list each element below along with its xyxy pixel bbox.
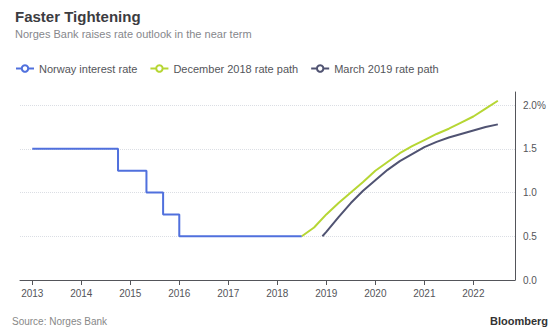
svg-text:Bloomberg: Bloomberg (490, 315, 548, 327)
svg-text:2013: 2013 (21, 288, 44, 299)
svg-text:2019: 2019 (315, 288, 338, 299)
svg-text:1.0: 1.0 (523, 187, 537, 198)
svg-text:2016: 2016 (168, 288, 191, 299)
svg-text:Norges Bank raises rate outloo: Norges Bank raises rate outlook in the n… (15, 28, 252, 40)
svg-text:December 2018 rate path: December 2018 rate path (173, 63, 298, 75)
svg-text:2017: 2017 (217, 288, 240, 299)
svg-text:2.0%: 2.0% (523, 100, 546, 111)
svg-text:1.5: 1.5 (523, 143, 537, 154)
svg-text:2014: 2014 (70, 288, 93, 299)
svg-text:2020: 2020 (364, 288, 387, 299)
svg-text:March 2019 rate path: March 2019 rate path (334, 63, 439, 75)
svg-text:Norway interest rate: Norway interest rate (39, 63, 137, 75)
svg-text:2022: 2022 (462, 288, 485, 299)
svg-text:2015: 2015 (119, 288, 142, 299)
svg-text:0.0: 0.0 (523, 275, 537, 286)
svg-text:2018: 2018 (266, 288, 289, 299)
svg-text:Source: Norges Bank: Source: Norges Bank (12, 316, 108, 327)
svg-text:2021: 2021 (413, 288, 436, 299)
svg-text:0.5: 0.5 (523, 231, 537, 242)
svg-text:Faster Tightening: Faster Tightening (15, 8, 141, 25)
